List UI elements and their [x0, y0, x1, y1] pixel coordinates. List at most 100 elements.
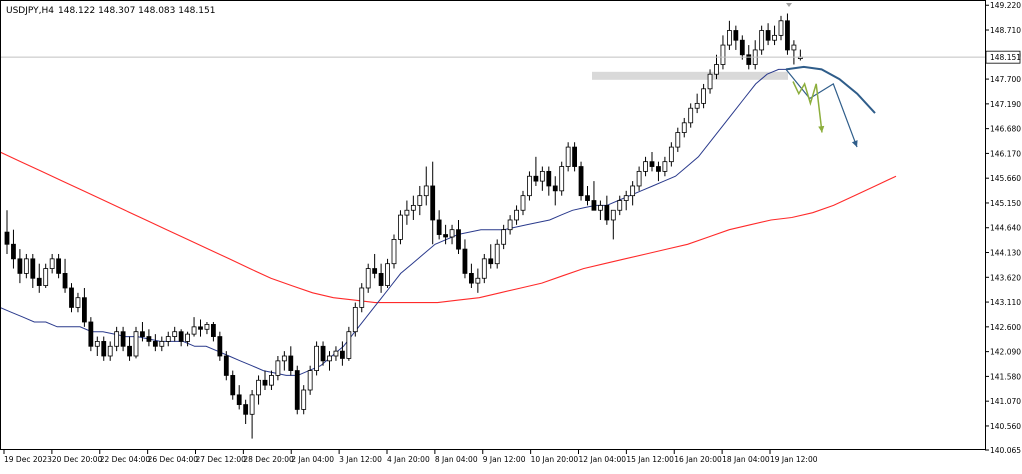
candle[interactable]	[759, 25, 765, 55]
candle[interactable]	[778, 15, 784, 41]
candle[interactable]	[598, 200, 603, 220]
candle[interactable]	[146, 329, 152, 347]
candle[interactable]	[565, 142, 571, 172]
candle[interactable]	[468, 263, 474, 288]
candle[interactable]	[43, 263, 49, 288]
candle[interactable]	[236, 385, 242, 410]
candle[interactable]	[159, 336, 165, 352]
candle[interactable]	[539, 166, 545, 191]
candle[interactable]	[75, 292, 81, 313]
candle[interactable]	[36, 263, 42, 293]
candle[interactable]	[269, 370, 274, 391]
candle[interactable]	[785, 13, 790, 55]
candle[interactable]	[30, 253, 36, 288]
candle[interactable]	[204, 321, 210, 335]
candle[interactable]	[107, 341, 113, 361]
candle[interactable]	[198, 319, 203, 337]
candle[interactable]	[449, 224, 455, 245]
candle[interactable]	[339, 341, 345, 366]
candle[interactable]	[294, 365, 300, 415]
candle[interactable]	[82, 287, 87, 327]
candle[interactable]	[423, 166, 429, 206]
candle[interactable]	[281, 351, 287, 371]
candle[interactable]	[488, 244, 494, 269]
candle[interactable]	[69, 283, 74, 313]
candle[interactable]	[94, 336, 100, 356]
candle[interactable]	[694, 93, 700, 114]
candle[interactable]	[604, 195, 610, 225]
candle[interactable]	[643, 156, 648, 177]
candle[interactable]	[552, 176, 558, 206]
candle[interactable]	[430, 161, 436, 245]
candle[interactable]	[56, 253, 61, 279]
candle[interactable]	[681, 117, 687, 138]
candle[interactable]	[475, 268, 481, 293]
candle[interactable]	[591, 181, 597, 211]
candle[interactable]	[765, 23, 771, 46]
candle[interactable]	[191, 317, 197, 337]
candle[interactable]	[410, 195, 416, 220]
candle[interactable]	[462, 239, 468, 279]
candle[interactable]	[572, 142, 577, 172]
candle[interactable]	[256, 375, 261, 405]
candle[interactable]	[243, 399, 249, 425]
candle[interactable]	[662, 156, 668, 177]
candle[interactable]	[327, 351, 332, 371]
candle[interactable]	[314, 341, 320, 376]
candle[interactable]	[481, 253, 487, 284]
candle[interactable]	[585, 185, 590, 206]
candle[interactable]	[17, 249, 23, 284]
candle[interactable]	[88, 317, 94, 352]
candle[interactable]	[275, 355, 281, 381]
candle[interactable]	[404, 200, 410, 225]
candle[interactable]	[172, 326, 178, 342]
candle[interactable]	[610, 209, 616, 240]
candle[interactable]	[385, 258, 390, 288]
candle[interactable]	[630, 181, 636, 206]
candle[interactable]	[714, 54, 719, 80]
candle[interactable]	[120, 326, 126, 352]
candle[interactable]	[114, 326, 120, 352]
candle[interactable]	[62, 258, 68, 293]
candle[interactable]	[546, 166, 552, 196]
candle[interactable]	[378, 263, 384, 293]
candle[interactable]	[656, 161, 661, 182]
candle[interactable]	[140, 321, 145, 342]
candle[interactable]	[436, 210, 442, 240]
candle[interactable]	[165, 331, 171, 347]
candle[interactable]	[352, 302, 358, 337]
candle[interactable]	[772, 25, 777, 46]
candle[interactable]	[636, 166, 642, 191]
candle[interactable]	[417, 185, 423, 216]
candle[interactable]	[533, 156, 539, 186]
candle[interactable]	[359, 283, 365, 313]
candle[interactable]	[320, 341, 326, 366]
candle[interactable]	[210, 321, 216, 342]
candle[interactable]	[152, 334, 158, 352]
candle[interactable]	[520, 190, 526, 216]
shift-marker-icon[interactable]	[786, 3, 792, 7]
candle[interactable]	[11, 229, 16, 269]
candle[interactable]	[494, 239, 500, 269]
candle[interactable]	[559, 161, 565, 196]
candle[interactable]	[707, 69, 713, 94]
candle[interactable]	[223, 351, 229, 381]
candle[interactable]	[307, 365, 313, 395]
candle[interactable]	[791, 40, 797, 65]
candle[interactable]	[23, 253, 29, 279]
candle[interactable]	[288, 346, 294, 376]
candle[interactable]	[398, 210, 403, 245]
candle[interactable]	[249, 390, 255, 439]
candle[interactable]	[688, 103, 694, 128]
candle[interactable]	[262, 370, 268, 391]
candle[interactable]	[514, 205, 519, 225]
candle[interactable]	[301, 385, 307, 415]
candle[interactable]	[217, 331, 223, 361]
candle[interactable]	[346, 326, 352, 361]
candle[interactable]	[739, 35, 745, 60]
candle[interactable]	[649, 151, 655, 172]
candle[interactable]	[675, 127, 681, 152]
candle[interactable]	[578, 161, 584, 201]
